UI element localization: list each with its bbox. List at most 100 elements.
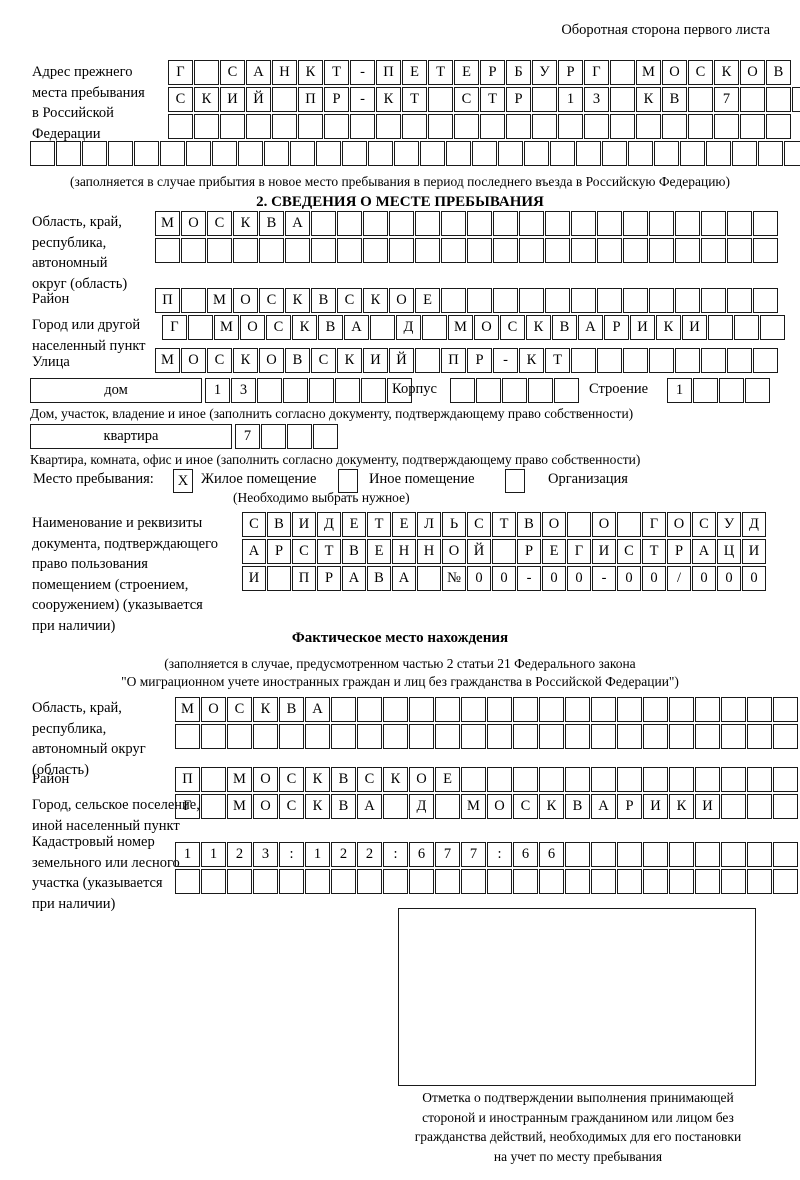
char-cell[interactable] bbox=[335, 378, 360, 403]
char-cell[interactable] bbox=[617, 512, 641, 537]
char-cell[interactable] bbox=[773, 842, 798, 867]
char-cell[interactable] bbox=[441, 238, 466, 263]
char-cell[interactable]: О bbox=[253, 767, 278, 792]
char-cell[interactable] bbox=[727, 288, 752, 313]
char-cell[interactable] bbox=[212, 141, 237, 166]
char-cell[interactable]: Р bbox=[317, 566, 341, 591]
char-cell[interactable] bbox=[617, 697, 642, 722]
char-cell[interactable] bbox=[207, 238, 232, 263]
char-cell[interactable] bbox=[56, 141, 81, 166]
char-cell[interactable]: Е bbox=[415, 288, 440, 313]
char-cell[interactable] bbox=[108, 141, 133, 166]
char-cell[interactable]: О bbox=[233, 288, 258, 313]
char-cell[interactable]: И bbox=[643, 794, 668, 819]
char-cell[interactable] bbox=[435, 869, 460, 894]
char-cell[interactable]: Р bbox=[617, 794, 642, 819]
char-cell[interactable]: 0 bbox=[642, 566, 666, 591]
char-cell[interactable]: 0 bbox=[617, 566, 641, 591]
char-cell[interactable]: С bbox=[454, 87, 479, 112]
char-cell[interactable]: 6 bbox=[513, 842, 538, 867]
char-cell[interactable] bbox=[591, 842, 616, 867]
char-cell[interactable] bbox=[747, 869, 772, 894]
char-cell[interactable]: В bbox=[565, 794, 590, 819]
char-cell[interactable]: К bbox=[383, 767, 408, 792]
char-cell[interactable] bbox=[567, 512, 591, 537]
char-cell[interactable] bbox=[324, 114, 349, 139]
char-cell[interactable]: С bbox=[266, 315, 291, 340]
char-cell[interactable]: Т bbox=[428, 60, 453, 85]
char-cell[interactable] bbox=[649, 238, 674, 263]
char-cell[interactable]: К bbox=[233, 348, 258, 373]
char-cell[interactable] bbox=[773, 697, 798, 722]
char-cell[interactable] bbox=[422, 315, 447, 340]
char-cell[interactable] bbox=[565, 869, 590, 894]
char-cell[interactable]: С bbox=[242, 512, 266, 537]
char-cell[interactable] bbox=[350, 114, 375, 139]
char-cell[interactable] bbox=[649, 211, 674, 236]
char-cell[interactable]: М bbox=[636, 60, 661, 85]
char-cell[interactable] bbox=[623, 348, 648, 373]
char-cell[interactable] bbox=[753, 348, 778, 373]
char-cell[interactable] bbox=[272, 114, 297, 139]
prev-address-row-4[interactable] bbox=[30, 141, 800, 166]
char-cell[interactable]: 6 bbox=[539, 842, 564, 867]
char-cell[interactable]: О bbox=[389, 288, 414, 313]
char-cell[interactable]: 6 bbox=[409, 842, 434, 867]
char-cell[interactable] bbox=[415, 238, 440, 263]
char-cell[interactable]: Т bbox=[402, 87, 427, 112]
char-cell[interactable]: Р bbox=[517, 539, 541, 564]
char-cell[interactable] bbox=[747, 767, 772, 792]
char-cell[interactable] bbox=[357, 724, 382, 749]
char-cell[interactable]: В bbox=[279, 697, 304, 722]
char-cell[interactable]: А bbox=[285, 211, 310, 236]
char-cell[interactable]: П bbox=[292, 566, 316, 591]
char-cell[interactable] bbox=[688, 114, 713, 139]
char-cell[interactable] bbox=[311, 238, 336, 263]
char-cell[interactable] bbox=[435, 724, 460, 749]
char-cell[interactable]: С bbox=[688, 60, 713, 85]
char-cell[interactable]: К bbox=[305, 794, 330, 819]
char-cell[interactable] bbox=[370, 315, 395, 340]
char-cell[interactable] bbox=[758, 141, 783, 166]
char-cell[interactable] bbox=[643, 767, 668, 792]
char-cell[interactable] bbox=[727, 238, 752, 263]
char-cell[interactable]: Р bbox=[467, 348, 492, 373]
char-cell[interactable] bbox=[675, 238, 700, 263]
char-cell[interactable]: С bbox=[207, 211, 232, 236]
char-cell[interactable] bbox=[669, 767, 694, 792]
char-cell[interactable] bbox=[261, 424, 286, 449]
char-cell[interactable]: Е bbox=[402, 60, 427, 85]
char-cell[interactable] bbox=[331, 697, 356, 722]
char-cell[interactable] bbox=[201, 869, 226, 894]
char-cell[interactable] bbox=[701, 211, 726, 236]
char-cell[interactable]: В bbox=[331, 767, 356, 792]
char-cell[interactable] bbox=[155, 238, 180, 263]
char-cell[interactable] bbox=[636, 114, 661, 139]
char-cell[interactable]: А bbox=[246, 60, 271, 85]
char-cell[interactable] bbox=[524, 141, 549, 166]
char-cell[interactable] bbox=[565, 842, 590, 867]
char-cell[interactable] bbox=[502, 378, 527, 403]
char-cell[interactable] bbox=[576, 141, 601, 166]
char-cell[interactable] bbox=[387, 378, 412, 403]
char-cell[interactable]: Д bbox=[396, 315, 421, 340]
char-cell[interactable]: А bbox=[578, 315, 603, 340]
char-cell[interactable]: К bbox=[285, 288, 310, 313]
char-cell[interactable]: В bbox=[517, 512, 541, 537]
char-cell[interactable]: 1 bbox=[558, 87, 583, 112]
char-cell[interactable] bbox=[175, 869, 200, 894]
char-cell[interactable] bbox=[493, 288, 518, 313]
char-cell[interactable] bbox=[753, 288, 778, 313]
char-cell[interactable] bbox=[721, 697, 746, 722]
char-cell[interactable] bbox=[492, 539, 516, 564]
char-cell[interactable]: П bbox=[175, 767, 200, 792]
char-cell[interactable] bbox=[528, 378, 553, 403]
char-cell[interactable] bbox=[706, 141, 731, 166]
char-cell[interactable]: М bbox=[207, 288, 232, 313]
char-cell[interactable] bbox=[467, 238, 492, 263]
char-cell[interactable] bbox=[643, 724, 668, 749]
char-cell[interactable]: 3 bbox=[253, 842, 278, 867]
char-cell[interactable]: О bbox=[181, 348, 206, 373]
char-cell[interactable] bbox=[695, 869, 720, 894]
